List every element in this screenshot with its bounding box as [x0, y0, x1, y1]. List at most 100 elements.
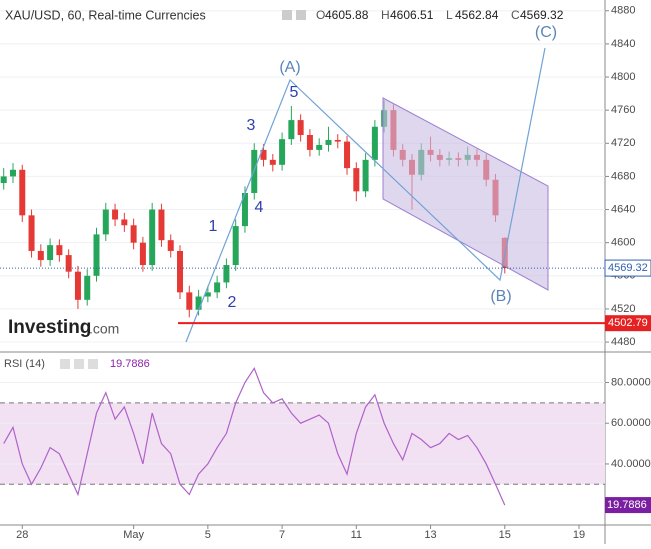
candle-body [232, 226, 239, 266]
candle-body [19, 169, 26, 216]
candle-body [93, 234, 100, 276]
candle-body [84, 275, 91, 300]
candle-body [241, 192, 248, 227]
y-tick-label: 4520 [611, 303, 635, 315]
candle-body [56, 245, 63, 256]
x-tick-label: 15 [499, 529, 511, 541]
rsi-line [3, 366, 506, 506]
ohlc-value: 4606.51 [390, 8, 434, 22]
candle-body [37, 250, 44, 261]
candle-body [74, 271, 81, 300]
y-tick-label: 40.0000 [611, 458, 651, 470]
icon [60, 359, 70, 369]
candle-body [288, 120, 295, 140]
channel [382, 97, 549, 291]
candle-body [334, 139, 341, 142]
candle-body [195, 296, 202, 310]
x-tick-label: 11 [351, 529, 362, 541]
rsi-band [0, 402, 605, 485]
candle-body [112, 209, 119, 220]
ohlc-key: H [381, 8, 390, 22]
rsi-value: 19.7886 [110, 358, 150, 370]
candle-body [9, 169, 16, 177]
candle-body [65, 255, 72, 272]
icon [88, 359, 98, 369]
logo-name: Investing [8, 317, 91, 338]
candle-body [353, 168, 360, 192]
ohlc-value: 4605.88 [325, 8, 369, 22]
x-tick-label: 7 [279, 529, 285, 541]
candle-body [28, 215, 35, 251]
candle-body [260, 149, 267, 160]
wave-label: 3 [247, 117, 256, 134]
candle-body [316, 144, 323, 150]
ohlc-value: 4562.84 [455, 8, 499, 22]
candle-body [167, 240, 174, 251]
rsi-value-box [605, 497, 651, 514]
wave-label: 2 [228, 294, 237, 311]
ohlc-key: C [511, 8, 520, 22]
candle-body [158, 209, 165, 241]
y-tick-label: 60.0000 [611, 417, 651, 429]
icon [282, 10, 292, 20]
candle-body [47, 245, 54, 261]
candle-body [177, 250, 184, 293]
y-tick-label: 4800 [611, 71, 635, 83]
candle-body [0, 176, 7, 184]
wave-label: (A) [279, 59, 300, 76]
wave-line [185, 47, 546, 343]
wave-label: 5 [290, 84, 299, 101]
candle-body [149, 209, 156, 266]
y-tick-label: 4480 [611, 336, 635, 348]
candle-body [214, 282, 221, 293]
candle-body [325, 139, 332, 145]
last-price-box [604, 259, 651, 277]
ohlc-value: 4569.32 [520, 8, 564, 22]
y-tick-label: 4680 [611, 170, 635, 182]
y-tick-label: 4840 [611, 38, 635, 50]
candle-body [130, 225, 137, 243]
rsi-value-label: 19.7886 [607, 499, 647, 511]
y-tick-label: 4880 [611, 5, 635, 17]
candle-body [279, 139, 286, 165]
x-tick-label: 19 [573, 529, 585, 541]
logo-suffix: .com [89, 321, 119, 337]
level-label: 4502.79 [608, 317, 648, 329]
candle-body [186, 292, 193, 310]
candle-body [371, 126, 378, 160]
candle-body [121, 219, 128, 226]
ohlc-key: O [316, 8, 325, 22]
candle-body [223, 265, 230, 283]
x-tick-label: 5 [205, 529, 211, 541]
overlay: 4480452045604600464046804720476048004840… [0, 5, 651, 541]
wave-label: (C) [535, 24, 557, 41]
wave-label: 1 [209, 218, 218, 235]
ohlc-key: L [446, 8, 453, 22]
level-box [605, 315, 651, 332]
wave-label: 4 [255, 199, 264, 216]
x-tick-label: 13 [424, 529, 436, 541]
x-tick-label: 28 [16, 529, 28, 541]
last-price-label: 4569.32 [608, 262, 648, 274]
y-tick-label: 4600 [611, 237, 635, 249]
y-tick-label: 4720 [611, 137, 635, 149]
candle-body [139, 242, 146, 266]
icon [74, 359, 84, 369]
chart-title: XAU/USD, 60, Real-time Currencies [5, 8, 206, 22]
x-tick-label: May [123, 529, 144, 541]
wave-label: (B) [490, 288, 511, 305]
candle-body [344, 141, 351, 169]
candle-body [269, 159, 276, 165]
y-tick-label: 80.0000 [611, 376, 651, 388]
rsi-title: RSI (14) [4, 358, 45, 370]
y-tick-label: 4760 [611, 104, 635, 116]
icon [296, 10, 306, 20]
candle-body [297, 120, 304, 136]
candle-body [204, 292, 211, 297]
candle-body [306, 135, 313, 150]
y-tick-label: 4640 [611, 203, 635, 215]
candle-body [102, 209, 109, 235]
candle-body [362, 159, 369, 192]
